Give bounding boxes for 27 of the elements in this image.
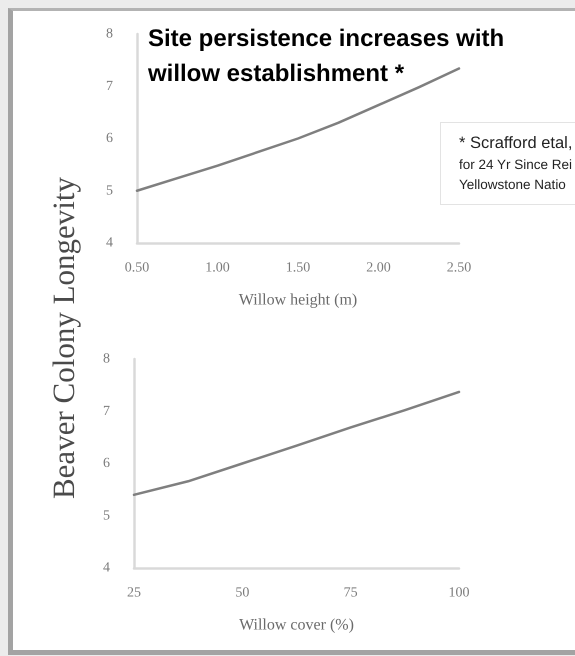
y-tick-label: 4: [106, 236, 113, 250]
x-tick-label: 1.50: [286, 260, 310, 276]
x-tick-label: 2.50: [446, 260, 472, 276]
annotation: * Scrafford etal,: [459, 133, 572, 154]
x-axis-title: Willow height (m): [238, 292, 358, 308]
y-tick-label: 7: [103, 404, 110, 419]
x-axis-title: Willow cover (%): [239, 616, 354, 634]
y-tick-label: 8: [106, 26, 113, 42]
line-series: [132, 390, 460, 496]
y-tick-label: 6: [103, 456, 110, 471]
chart-title: Site persistence increases with willow establishment *: [148, 24, 506, 89]
y-tick-label: 7: [106, 78, 113, 94]
x-tick-label: 100: [448, 586, 470, 600]
x-tick-label: 0.50: [124, 260, 150, 276]
y-tick-label: 6: [106, 131, 113, 146]
y-tick-label: 5: [103, 508, 110, 524]
x-tick-label: 1.00: [205, 260, 230, 276]
x-tick-label: 2.00: [366, 260, 391, 276]
y-tick-label: 4: [103, 560, 110, 576]
y-tick-label: 8: [103, 352, 110, 366]
x-tick-label: 75: [344, 586, 358, 600]
y-axis-title: Beaver Colony Longevity: [46, 177, 82, 499]
y-tick-label: 5: [106, 183, 113, 198]
x-tick-label: 25: [127, 586, 141, 600]
annotation: for 24 Yr Since Rei: [459, 156, 572, 174]
x-tick-label: 50: [235, 586, 250, 600]
annotation: Yellowstone Natio: [459, 176, 567, 194]
